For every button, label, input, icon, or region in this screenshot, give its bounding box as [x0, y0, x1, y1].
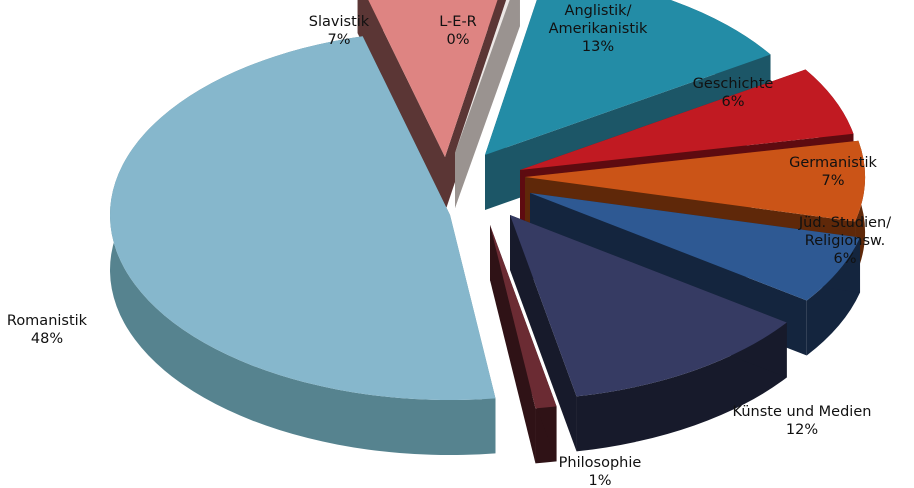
slice-top	[485, 0, 771, 155]
slice-top	[525, 140, 866, 222]
slice-wall	[510, 215, 577, 452]
label-romanistik: Romanistik 48%	[7, 313, 88, 347]
pie-slices	[109, 0, 866, 464]
slice-wall	[455, 0, 520, 208]
slice-kuenste-medien	[510, 215, 787, 452]
slice-top	[510, 215, 787, 397]
label-kuenste-medien: Künste und Medien 12%	[733, 404, 872, 438]
slice-top	[109, 36, 496, 400]
slice-top	[530, 193, 861, 301]
slice-top	[368, 0, 498, 157]
label-philosophie: Philosophie 1%	[559, 455, 642, 488]
slice-philosophie	[490, 225, 557, 464]
label-geschichte: Geschichte 6%	[693, 76, 774, 110]
pie-labels: Anglistik/Amerikanistik 13% Geschichte 6% Ge…	[7, 3, 891, 488]
slice-romanistik	[109, 36, 496, 455]
slice-l-e-r	[455, 0, 520, 208]
slice-top	[490, 225, 557, 409]
slice-wall	[490, 225, 536, 464]
label-l-e-r: L-E-R 0%	[439, 14, 477, 48]
label-anglistik: Anglistik/Amerikanistik 13%	[549, 3, 648, 55]
slice-top	[520, 69, 854, 170]
slice-wall	[357, 0, 445, 212]
label-slavistik: Slavistik 7%	[309, 14, 370, 48]
label-germanistik: Germanistik 7%	[789, 155, 877, 189]
label-juedische-studien: Jüd. Studien/Religionsw. 6%	[798, 215, 891, 267]
